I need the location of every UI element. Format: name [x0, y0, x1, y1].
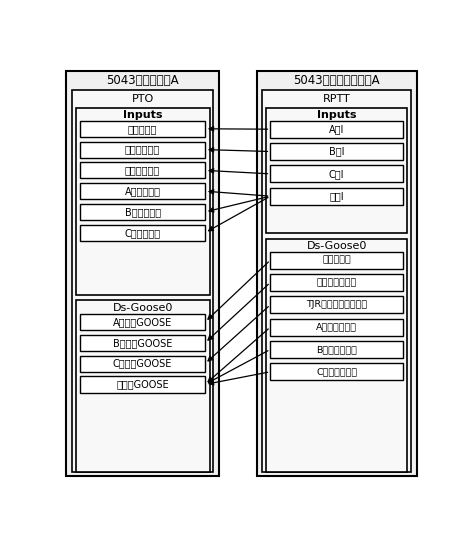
Text: Ds-Goose0: Ds-Goose0 [112, 303, 173, 313]
Text: TJR三跳不归重合失灵: TJR三跳不归重合失灵 [306, 300, 367, 309]
Bar [270, 121, 403, 138]
Text: 重合闸压力低: 重合闸压力低 [125, 145, 160, 154]
Text: B相断路器位置: B相断路器位置 [316, 345, 357, 354]
Text: B相跳闸位置: B相跳闸位置 [125, 207, 160, 217]
Text: PTO: PTO [131, 94, 154, 104]
Bar [270, 274, 403, 291]
Text: Inputs: Inputs [123, 110, 162, 120]
Text: C相断路器位置: C相断路器位置 [316, 367, 357, 376]
Text: C相跳闸GOOSE: C相跳闸GOOSE [113, 358, 172, 369]
Text: C相跳闸位置: C相跳闸位置 [125, 228, 160, 238]
Text: 压力低禁重合闸: 压力低禁重合闸 [317, 278, 357, 287]
Text: 5043断路器保护A: 5043断路器保护A [106, 74, 179, 87]
Text: 闭锁重合闸: 闭锁重合闸 [128, 124, 157, 134]
Bar [80, 121, 205, 137]
Bar [270, 188, 403, 205]
Text: 闭锁重合闸: 闭锁重合闸 [322, 256, 351, 264]
Text: Ds-Goose0: Ds-Goose0 [306, 241, 367, 251]
Bar [80, 314, 205, 330]
Bar [80, 356, 205, 372]
Bar [266, 108, 407, 233]
Text: C跳I: C跳I [329, 169, 345, 179]
Bar [72, 90, 213, 472]
Bar [80, 204, 205, 220]
Bar [270, 341, 403, 358]
Bar [270, 296, 403, 313]
Bar [76, 300, 210, 472]
Text: B跳I: B跳I [329, 146, 345, 157]
Text: 三相跳闸开入: 三相跳闸开入 [125, 165, 160, 175]
Bar [266, 238, 407, 472]
Text: RPTT: RPTT [323, 94, 351, 104]
Text: A相断路器位置: A相断路器位置 [316, 323, 357, 332]
Bar [256, 71, 417, 477]
Bar [80, 183, 205, 199]
Text: A跳I: A跳I [329, 124, 344, 134]
Text: A相跳闸位置: A相跳闸位置 [125, 186, 160, 196]
Text: 重合I: 重合I [329, 191, 344, 201]
Bar [270, 143, 403, 160]
Text: 5043断路器智能终端A: 5043断路器智能终端A [293, 74, 380, 87]
Bar [80, 376, 205, 393]
Bar [262, 90, 411, 472]
Bar [80, 335, 205, 351]
Text: A相跳闸GOOSE: A相跳闸GOOSE [113, 317, 172, 327]
Bar [270, 363, 403, 380]
Bar [67, 71, 219, 477]
Text: Inputs: Inputs [317, 110, 356, 120]
Text: B相跳闸GOOSE: B相跳闸GOOSE [113, 338, 172, 348]
Bar [270, 319, 403, 336]
Bar [270, 252, 403, 269]
Bar [76, 108, 210, 295]
Bar [80, 162, 205, 178]
Bar [80, 141, 205, 158]
Bar [80, 225, 205, 241]
Text: 重合闸GOOSE: 重合闸GOOSE [116, 380, 169, 390]
Bar [270, 165, 403, 182]
